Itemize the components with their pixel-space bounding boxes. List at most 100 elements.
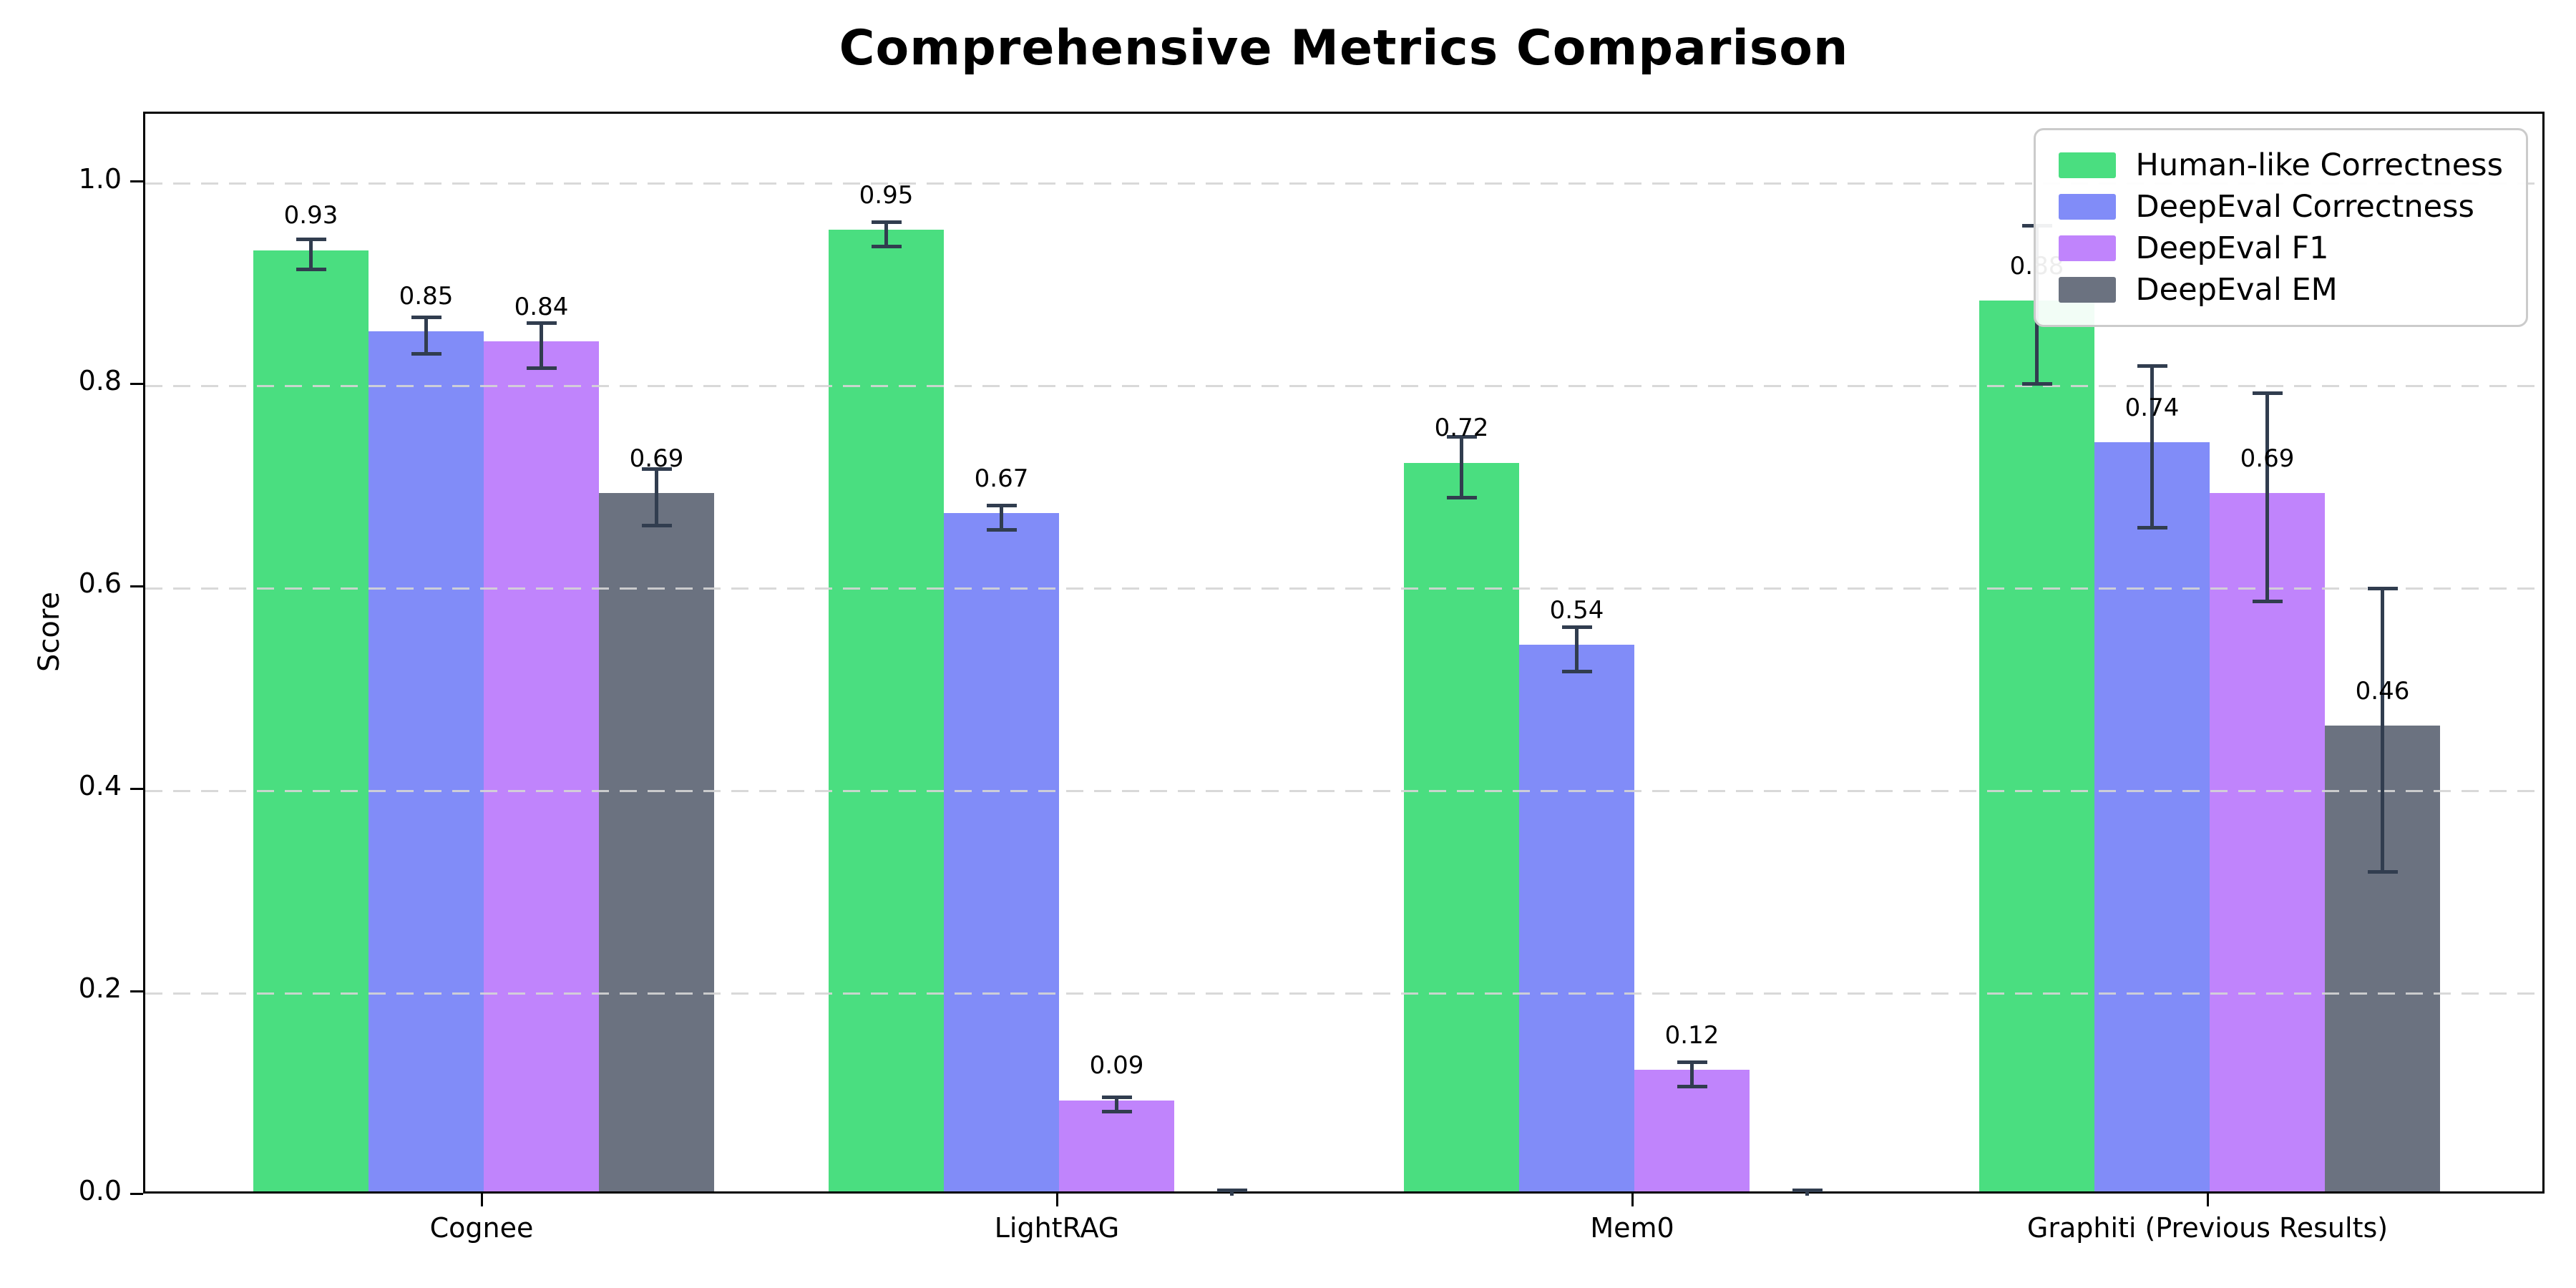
y-tick-label-0.0: 0.0 (78, 1175, 122, 1206)
error-cap-Graphiti (Previous Results)-DeepEval Correctness (2137, 364, 2167, 368)
error-cap-Cognee-DeepEval Correctness (411, 315, 441, 319)
error-bar-Graphiti (Previous Results)-DeepEval F1 (2265, 393, 2269, 602)
legend-label-DeepEval EM: DeepEval EM (2135, 272, 2338, 308)
error-bar-Graphiti (Previous Results)-DeepEval EM (2381, 588, 2384, 872)
gridline-0.8 (145, 384, 2542, 387)
error-cap-Mem0-DeepEval Correctness (1561, 625, 1592, 629)
y-tick-label-0.2: 0.2 (78, 972, 122, 1005)
error-bar-Cognee-DeepEval Correctness (424, 317, 428, 354)
bar-Mem0-DeepEval F1 (1634, 1070, 1750, 1191)
bar-LightRAG-DeepEval F1 (1059, 1100, 1174, 1191)
value-label-LightRAG-DeepEval F1: 0.09 (1089, 1051, 1144, 1080)
legend-item-Human-like Correctness: Human-like Correctness (2058, 147, 2503, 183)
value-label-Cognee-DeepEval F1: 0.84 (514, 292, 569, 321)
bar-Cognee-DeepEval EM (599, 493, 714, 1191)
error-cap-Graphiti (Previous Results)-DeepEval F1 (2252, 391, 2283, 395)
value-label-Cognee-DeepEval EM: 0.69 (629, 444, 684, 473)
error-cap-Mem0-DeepEval Correctness (1561, 669, 1592, 673)
error-bar-LightRAG-DeepEval EM (1230, 1190, 1234, 1196)
error-bar-Mem0-DeepEval Correctness (1575, 627, 1579, 672)
legend-swatch-DeepEval Correctness (2058, 194, 2116, 220)
error-cap-Graphiti (Previous Results)-DeepEval Correctness (2137, 525, 2167, 530)
error-bar-Mem0-DeepEval F1 (1690, 1062, 1694, 1087)
error-cap-Cognee-DeepEval Correctness (411, 351, 441, 356)
value-label-Graphiti (Previous Results)-DeepEval Correctness: 0.74 (2124, 394, 2180, 423)
error-bar-LightRAG-DeepEval Correctness (1000, 505, 1003, 530)
error-cap-Graphiti (Previous Results)-Human-like Correctness (2021, 382, 2052, 386)
bar-Mem0-Human-like Correctness (1404, 462, 1519, 1191)
bar-Graphiti (Previous Results)-DeepEval F1 (2210, 493, 2325, 1191)
y-tick-0.0 (130, 1192, 143, 1195)
gridline-1.0 (145, 182, 2542, 185)
x-tick-label-Graphiti (Previous Results): Graphiti (Previous Results) (2026, 1212, 2389, 1244)
error-cap-LightRAG-DeepEval Correctness (986, 503, 1017, 507)
bar-Cognee-Human-like Correctness (253, 250, 369, 1191)
value-label-Cognee-Human-like Correctness: 0.93 (283, 201, 338, 230)
error-cap-LightRAG-DeepEval F1 (1101, 1110, 1132, 1114)
legend: Human-like Correctness DeepEval Correctne… (2033, 128, 2528, 327)
bar-LightRAG-Human-like Correctness (829, 230, 944, 1191)
gridline-0.6 (145, 587, 2542, 590)
bar-Mem0-DeepEval Correctness (1519, 645, 1634, 1191)
value-label-Graphiti (Previous Results)-DeepEval EM: 0.46 (2355, 677, 2410, 706)
error-bar-LightRAG-Human-like Correctness (884, 222, 888, 247)
error-cap-LightRAG-DeepEval F1 (1101, 1096, 1132, 1100)
error-cap-Cognee-Human-like Correctness (296, 268, 326, 272)
bar-LightRAG-DeepEval Correctness (944, 513, 1059, 1191)
error-cap-Cognee-DeepEval EM (641, 524, 672, 528)
y-tick-label-0.8: 0.8 (78, 365, 122, 397)
plot-area: Human-like Correctness DeepEval Correctne… (143, 112, 2545, 1196)
value-label-Mem0-DeepEval F1: 0.12 (1664, 1020, 1719, 1050)
y-tick-0.4 (130, 787, 143, 790)
x-tick-LightRAG (1055, 1194, 1058, 1206)
legend-swatch-DeepEval EM (2058, 277, 2116, 303)
legend-label-DeepEval Correctness: DeepEval Correctness (2135, 189, 2474, 225)
error-cap-Graphiti (Previous Results)-DeepEval EM (2367, 586, 2398, 590)
error-cap-Graphiti (Previous Results)-DeepEval F1 (2252, 600, 2283, 604)
bar-Cognee-DeepEval F1 (484, 341, 599, 1191)
error-cap-Mem0-DeepEval F1 (1677, 1060, 1707, 1064)
error-cap-Mem0-Human-like Correctness (1446, 434, 1477, 439)
error-cap-Cognee-DeepEval F1 (526, 321, 557, 326)
value-label-Cognee-DeepEval Correctness: 0.85 (399, 282, 454, 311)
value-label-Mem0-Human-like Correctness: 0.72 (1434, 414, 1489, 443)
error-cap-Cognee-Human-like Correctness (296, 237, 326, 241)
y-tick-label-0.4: 0.4 (78, 770, 122, 802)
error-cap-LightRAG-DeepEval EM (1216, 1189, 1247, 1193)
error-bar-Graphiti (Previous Results)-DeepEval Correctness (2150, 366, 2154, 528)
y-tick-label-1.0: 1.0 (78, 162, 122, 195)
chart-title: Comprehensive Metrics Comparison (839, 20, 1849, 77)
bar-Graphiti (Previous Results)-DeepEval Correctness (2094, 442, 2210, 1191)
y-tick-0.8 (130, 382, 143, 385)
error-cap-LightRAG-DeepEval Correctness (986, 527, 1017, 532)
legend-label-Human-like Correctness: Human-like Correctness (2135, 147, 2503, 183)
gridline-0.2 (145, 992, 2542, 995)
bar-Graphiti (Previous Results)-Human-like Correctness (1979, 301, 2094, 1191)
error-bar-Cognee-DeepEval EM (655, 469, 658, 526)
y-tick-1.0 (130, 180, 143, 183)
error-cap-Cognee-DeepEval EM (641, 467, 672, 471)
error-cap-Mem0-Human-like Correctness (1446, 495, 1477, 499)
legend-item-DeepEval Correctness: DeepEval Correctness (2058, 189, 2503, 225)
legend-swatch-Human-like Correctness (2058, 152, 2116, 178)
bar-Cognee-DeepEval Correctness (369, 331, 484, 1191)
legend-item-DeepEval F1: DeepEval F1 (2058, 230, 2503, 266)
legend-label-DeepEval F1: DeepEval F1 (2135, 230, 2329, 266)
legend-swatch-DeepEval F1 (2058, 235, 2116, 261)
x-tick-Cognee (480, 1194, 483, 1206)
error-cap-Mem0-DeepEval F1 (1677, 1084, 1707, 1088)
error-cap-Mem0-DeepEval EM (1792, 1189, 1823, 1193)
gridline-0.4 (145, 789, 2542, 792)
error-bar-Cognee-Human-like Correctness (309, 239, 313, 270)
error-cap-Graphiti (Previous Results)-DeepEval EM (2367, 869, 2398, 874)
error-cap-LightRAG-Human-like Correctness (871, 220, 902, 224)
x-tick-Graphiti (Previous Results) (2206, 1194, 2209, 1206)
value-label-Mem0-DeepEval Correctness: 0.54 (1549, 595, 1604, 625)
y-tick-0.6 (130, 585, 143, 587)
x-tick-label-LightRAG: LightRAG (994, 1212, 1120, 1244)
x-tick-label-Mem0: Mem0 (1590, 1212, 1674, 1244)
x-tick-Mem0 (1631, 1194, 1634, 1206)
error-bar-LightRAG-DeepEval F1 (1115, 1097, 1118, 1112)
value-label-LightRAG-Human-like Correctness: 0.95 (859, 181, 914, 210)
